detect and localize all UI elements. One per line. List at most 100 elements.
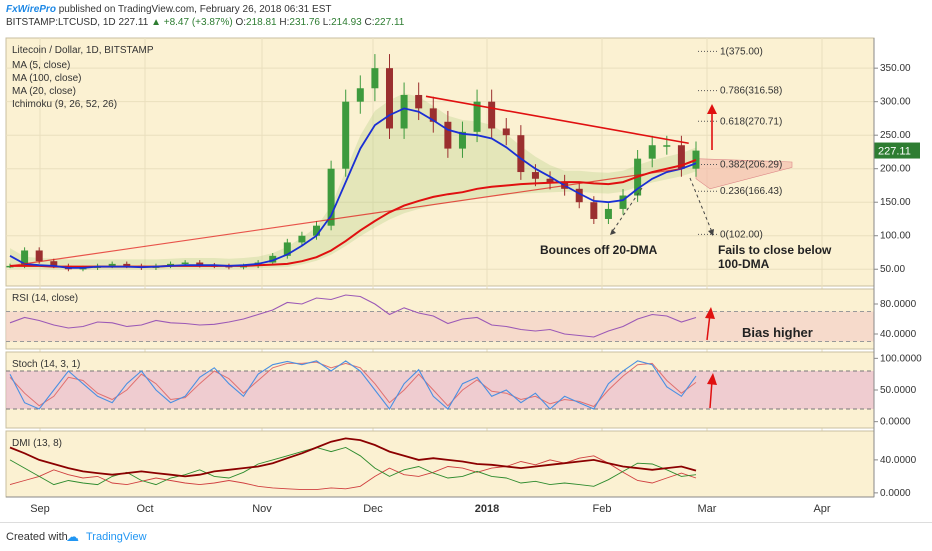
candle-body [575, 188, 583, 203]
candle-body [444, 121, 452, 149]
lower-trendline [9, 168, 682, 267]
stoch-title: Stoch (14, 3, 1) [12, 359, 80, 370]
price-axis-label: 100.00 [880, 231, 911, 242]
created-with-text: Created with [6, 531, 68, 543]
candle-body [677, 145, 685, 169]
stoch-arrow [709, 380, 713, 409]
candle-body [531, 172, 539, 179]
candle-body [517, 135, 525, 173]
price-axis-label: 250.00 [880, 130, 911, 141]
change-text: +8.47 (+3.87%) [163, 17, 233, 28]
published-text: published on TradingView.com, February 2… [58, 4, 332, 15]
candle-body [327, 168, 335, 226]
rsi-axis-label: 40.0000 [880, 329, 917, 340]
rsi-annotation: Bias higher [742, 325, 813, 340]
low-value: 214.93 [331, 17, 362, 28]
footer-bar: Created with ☁ TradingView [0, 522, 932, 551]
change-up-icon: ▲ [151, 17, 161, 28]
rsi-line [9, 294, 697, 338]
price-axis-label: 150.00 [880, 197, 911, 208]
stoch-k-line [9, 360, 697, 410]
dmi-axis-label: 0.0000 [880, 488, 911, 499]
candle-body [181, 262, 189, 265]
time-axis-label: Feb [593, 503, 612, 515]
candle-body [415, 94, 423, 109]
dashed-arrow-bounce [611, 187, 643, 233]
publisher-brand[interactable]: FxWirePro [6, 4, 56, 15]
open-label: O: [235, 17, 247, 28]
candle-body [123, 263, 131, 266]
candle-body [356, 88, 364, 102]
high-value: 231.76 [289, 17, 320, 28]
candle-body [648, 145, 656, 159]
indicator-legend-item: MA (20, close) [12, 86, 76, 97]
indicator-legend-item: MA (5, close) [12, 60, 70, 71]
candle-body [692, 150, 700, 169]
rsi-arrowhead [705, 307, 715, 319]
price-axis-label: 300.00 [880, 97, 911, 108]
time-axis-label: Dec [363, 503, 383, 515]
candle-body [298, 235, 306, 243]
candle-body [488, 101, 496, 129]
rsi-axis-label: 80.0000 [880, 299, 917, 310]
annotation-fails-line2: 100-DMA [718, 257, 770, 271]
candle-body [196, 262, 204, 266]
indicator-legend-item: Ichimoku (9, 26, 52, 26) [12, 99, 117, 110]
price-axis-label: 50.00 [880, 264, 905, 275]
chart-canvas[interactable]: 1(375.00) 0.786(316.58) 0.618(270.71) 0.382… [0, 0, 932, 522]
symbol-label: BITSTAMP:LTCUSD, 1D [6, 17, 116, 28]
candle-body [371, 68, 379, 89]
ma20-line [9, 107, 697, 269]
time-axis-label: Sep [30, 503, 50, 515]
candle-body [502, 128, 510, 136]
indicator-legend-item: MA (100, close) [12, 73, 81, 84]
open-value: 218.81 [246, 17, 277, 28]
stoch-axis-label: 50.0000 [880, 385, 917, 396]
fib-level-label: 0.618(270.71) [720, 116, 782, 127]
dashed-arrow-fails [689, 177, 713, 233]
fib-level-label: 0.382(206.29) [720, 159, 782, 170]
candle-body [619, 195, 627, 209]
candle-body [108, 263, 116, 266]
ichimoku-cloud [10, 93, 696, 270]
candle-body [269, 255, 277, 263]
candle-body [590, 202, 598, 219]
candle-body [167, 263, 175, 266]
stoch-arrowhead [707, 373, 717, 385]
dmi-title: DMI (13, 8) [12, 438, 62, 449]
tradingview-brand[interactable]: TradingView [86, 531, 147, 543]
candle-body [604, 208, 612, 219]
dashed-arrowhead-bounce [610, 229, 616, 235]
close-label: C: [364, 17, 375, 28]
last-price-text: 227.11 [118, 17, 149, 28]
dmi-adx-line [9, 437, 697, 478]
symbol-line: BITSTAMP:LTCUSD, 1D 227.11 ▲ +8.47 (+3.8… [6, 17, 404, 28]
time-axis-label: Nov [252, 503, 272, 515]
stoch-axis-label: 100.0000 [880, 353, 922, 364]
rsi-title: RSI (14, close) [12, 293, 78, 304]
candle-body [546, 178, 554, 183]
high-label: H: [279, 17, 290, 28]
candle-body [458, 131, 466, 149]
time-axis-label: 2018 [475, 503, 499, 515]
dashed-arrowhead-fails [708, 229, 714, 236]
tradingview-cloud-icon: ☁ [66, 529, 79, 544]
fib-level-label: 0.236(166.43) [720, 186, 782, 197]
candle-body [342, 101, 350, 169]
price-chart-title: Litecoin / Dollar, 1D, BITSTAMP [12, 45, 154, 56]
candle-body [35, 250, 43, 262]
bullish-arrowhead [707, 104, 717, 114]
dmi-axis-label: 40.0000 [880, 455, 917, 466]
low-label: L: [322, 17, 332, 28]
upper-trendline [425, 95, 689, 145]
close-value: 227.11 [374, 17, 405, 28]
price-axis-label: 350.00 [880, 63, 911, 74]
candle-body [400, 94, 408, 129]
candle-body [283, 242, 291, 256]
last-price-badge-label: 227.11 [878, 146, 911, 158]
annotation-fails-line1: Fails to close below [718, 243, 832, 257]
rsi-band [6, 311, 874, 342]
time-axis-label: Apr [813, 503, 830, 515]
fib-level-label: 0(102.00) [720, 229, 763, 240]
